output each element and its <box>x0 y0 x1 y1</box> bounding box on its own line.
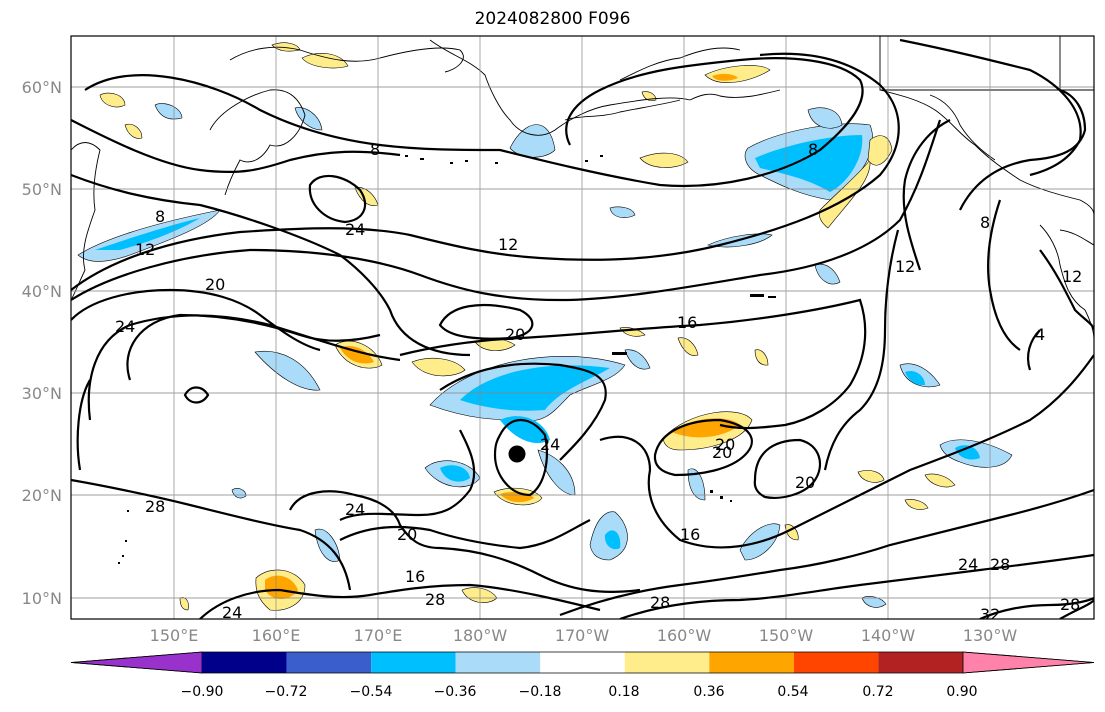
colorbar-segment <box>540 652 625 673</box>
contour-label: 24 <box>345 500 365 519</box>
gridlines <box>71 36 1094 619</box>
colorbar-segment <box>793 652 879 673</box>
lon-label-160w: 160°W <box>656 626 712 645</box>
lat-label-40n: 40°N <box>21 282 62 301</box>
colorbar-segment <box>455 652 541 673</box>
contour-label: 20 <box>712 443 732 462</box>
contour-label: 32 <box>980 605 1000 624</box>
anomaly-shading <box>77 42 1013 611</box>
contour-label: 20 <box>795 473 815 492</box>
colorbar <box>70 651 1095 674</box>
colorbar-extend-high <box>962 651 1095 674</box>
lon-label-150w: 150°W <box>758 626 814 645</box>
lat-label-20n: 20°N <box>21 486 62 505</box>
contour-label: 20 <box>205 275 225 294</box>
contour-label: 12 <box>895 257 915 276</box>
colorbar-segment <box>709 652 794 673</box>
colorbar-tick-label: 0.90 <box>946 684 978 700</box>
lon-label-130w: 130°W <box>962 626 1018 645</box>
lat-label-60n: 60°N <box>21 78 62 97</box>
lat-label-30n: 30°N <box>21 384 62 403</box>
lon-label-140w: 140°W <box>860 626 916 645</box>
contour-label: 28 <box>650 593 670 612</box>
contour-lines <box>71 38 1094 619</box>
colorbar-outline <box>70 651 1095 674</box>
colorbar-tick-label: −0.90 <box>180 684 224 700</box>
contour-label: 24 <box>958 555 978 574</box>
colorbar-extend-low <box>70 651 203 674</box>
contour-label: 16 <box>405 567 425 586</box>
contour-label: 8 <box>370 140 380 159</box>
colorbar-tick-label: 0.36 <box>693 684 725 700</box>
contour-label: 16 <box>677 313 697 332</box>
contour-label: 12 <box>1062 267 1082 286</box>
contour-label: 28 <box>425 590 445 609</box>
colorbar-tick-label: 0.18 <box>608 684 640 700</box>
lat-label-10n: 10°N <box>21 589 62 608</box>
contour-label: 28 <box>145 497 165 516</box>
lon-label-170w: 170°W <box>554 626 610 645</box>
colorbar-tick-label: 0.54 <box>777 684 809 700</box>
lon-label-170e: 170°E <box>353 626 403 645</box>
contour-label: 28 <box>1060 595 1080 614</box>
colorbar-segment <box>371 652 456 673</box>
lat-label-50n: 50°N <box>21 180 62 199</box>
colorbar-segment <box>624 652 710 673</box>
contour-label: 12 <box>135 240 155 259</box>
colorbar-segment <box>286 652 372 673</box>
contour-label: 8 <box>808 140 818 159</box>
storm-center-marker-icon <box>508 445 526 463</box>
contour-label: 28 <box>990 555 1010 574</box>
lon-label-180w: 180°W <box>452 626 508 645</box>
lon-label-150e: 150°E <box>149 626 199 645</box>
contour-label: 12 <box>498 235 518 254</box>
colorbar-tick-label: −0.54 <box>349 684 393 700</box>
colorbar-segment <box>202 652 287 673</box>
contour-label: 20 <box>505 325 525 344</box>
contour-label: 20 <box>397 525 417 544</box>
colorbar-tick-label: −0.36 <box>433 684 477 700</box>
contour-label: 4 <box>1035 325 1045 344</box>
contour-label: 20 <box>715 435 735 454</box>
colorbar-tick-label: −0.72 <box>264 684 308 700</box>
colorbar-tick-label: 0.72 <box>862 684 894 700</box>
coastlines <box>71 36 1094 341</box>
island-chain <box>118 155 776 564</box>
contour-label: 24 <box>115 317 135 336</box>
contour-label: 16 <box>680 525 700 544</box>
contour-label: 8 <box>155 207 165 226</box>
colorbar-tick-label: −0.18 <box>518 684 562 700</box>
contour-label: 24 <box>540 435 560 454</box>
contour-label: 24 <box>222 603 242 622</box>
map-frame <box>70 35 1095 620</box>
contour-label: 24 <box>345 220 365 239</box>
lon-label-160e: 160°E <box>251 626 301 645</box>
contour-label: 8 <box>980 213 990 232</box>
colorbar-segment <box>878 652 963 673</box>
contour-label-group: 8 12 20 24 24 28 20 24 8 12 16 20 24 20 … <box>115 140 1082 624</box>
map-title: 2024082800 F096 <box>474 9 631 29</box>
